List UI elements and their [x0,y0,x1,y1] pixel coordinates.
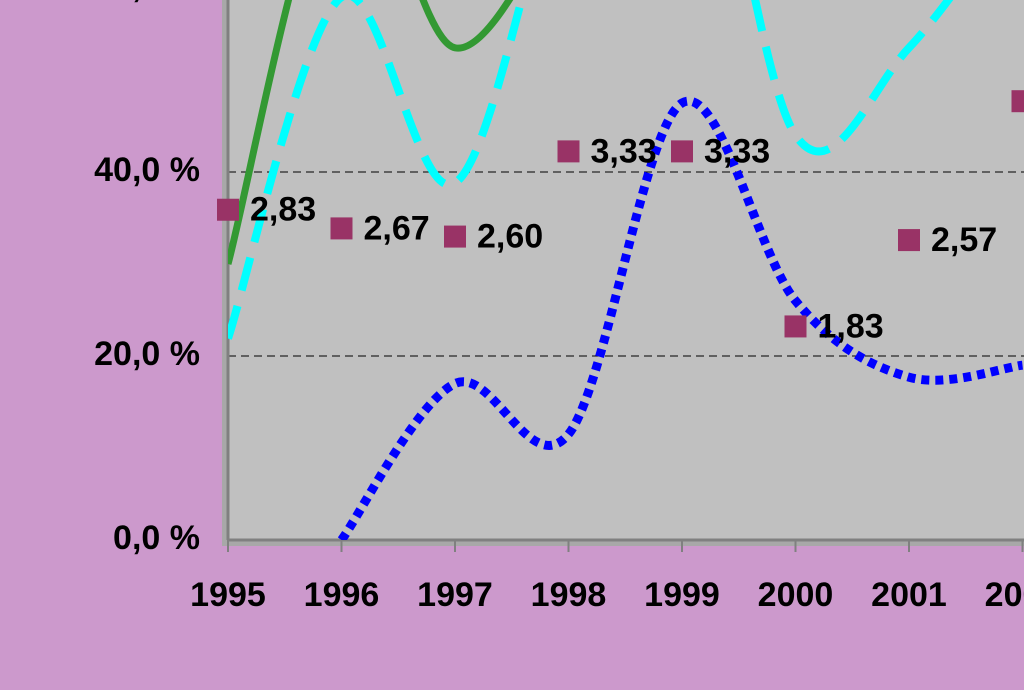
data-label: 3,33 [591,132,657,170]
marker [444,225,466,248]
marker [557,140,580,163]
marker [784,315,807,338]
marker [671,140,693,163]
y-tick-label: 60,0 % [94,0,200,5]
marker [898,229,920,252]
data-label: 2,60 [477,218,543,256]
grid [228,171,1024,357]
series-line [228,0,514,265]
series-line [228,0,954,340]
data-label: 2,83 [250,191,316,229]
marker [330,217,353,240]
x-tick-label: 1997 [417,576,493,614]
y-tick-label: 0,0 % [113,519,200,557]
marker [217,198,239,221]
x-tick-label: 2002 [985,576,1024,614]
y-tick-label: 40,0 % [94,151,200,189]
x-tick-label: 1998 [531,576,607,614]
x-tick-label: 1995 [190,576,266,614]
x-tick-label: 1996 [304,576,380,614]
data-label: 3,33 [704,132,770,170]
marker [1011,90,1024,113]
data-label: 1,83 [818,307,884,345]
data-label: 2,57 [931,221,997,259]
markers: 2,83 2,67 2,60 3,33 3,33 1,83 2,57 [217,90,1024,345]
x-tick-label: 1999 [644,576,720,614]
x-tick-label: 2001 [871,576,947,614]
lines [228,0,1024,540]
data-label: 2,67 [364,209,430,247]
x-tick-label: 2000 [758,576,834,614]
y-tick-label: 20,0 % [94,335,200,373]
